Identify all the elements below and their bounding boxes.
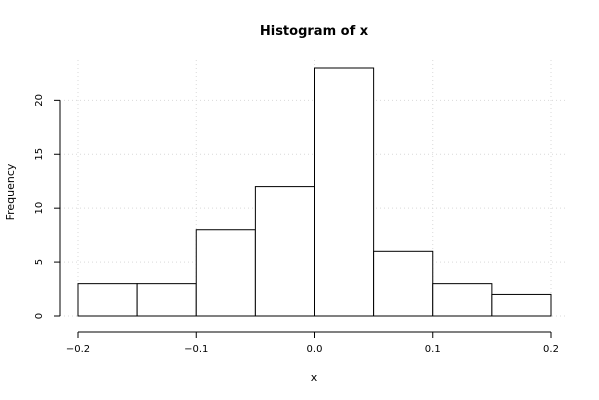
- x-tick-label: −0.2: [66, 344, 90, 355]
- y-axis-label: Frequency: [4, 163, 17, 220]
- histogram-bar: [77, 283, 138, 317]
- x-tick-label: 0.1: [425, 344, 441, 355]
- histogram-bar: [195, 229, 256, 317]
- y-axis: 0 5 10 15 20: [34, 94, 61, 319]
- x-axis-label: x: [311, 371, 318, 384]
- histogram-bar: [491, 293, 552, 317]
- y-tick-label: 0: [34, 313, 45, 319]
- bars: [77, 67, 552, 317]
- x-tick-label: 0.0: [307, 344, 323, 355]
- histogram-bar: [373, 250, 434, 317]
- histogram-bar: [136, 283, 197, 317]
- y-tick-label: 15: [34, 148, 45, 161]
- histogram-bar: [432, 283, 493, 317]
- histogram-bar: [314, 67, 375, 317]
- x-axis: −0.2 −0.1 0.0 0.1 0.2: [66, 331, 559, 355]
- y-tick-label: 20: [34, 94, 45, 107]
- y-tick-label: 5: [34, 259, 45, 265]
- x-tick-label: 0.2: [543, 344, 559, 355]
- chart-title: Histogram of x: [260, 24, 369, 39]
- x-tick-label: −0.1: [184, 344, 208, 355]
- histogram-bar: [254, 186, 315, 317]
- y-tick-label: 10: [34, 202, 45, 215]
